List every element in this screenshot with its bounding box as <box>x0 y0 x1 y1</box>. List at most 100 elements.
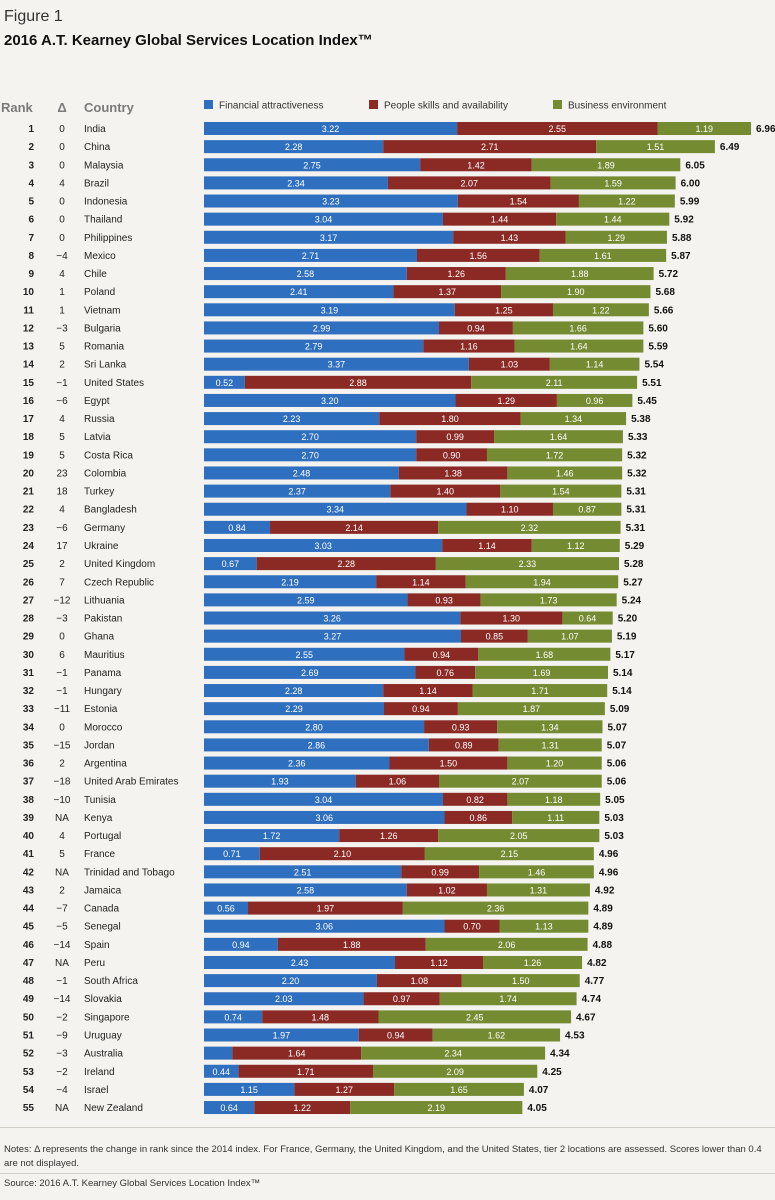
bar-segment-2 <box>417 248 540 262</box>
segment-value-label: 2.43 <box>291 958 309 968</box>
delta-label: 2 <box>59 759 65 770</box>
segment-value-label: 0.90 <box>443 450 461 460</box>
bar-segment-3 <box>552 303 649 317</box>
segment-value-label: 2.48 <box>293 468 311 478</box>
segment-value-label: 1.07 <box>561 632 579 642</box>
segment-value-label: 1.12 <box>567 541 585 551</box>
bar-segment-1 <box>204 321 440 335</box>
segment-value-label: 1.64 <box>288 1049 306 1059</box>
bar-segment-3 <box>479 865 594 879</box>
bar-segment-1 <box>204 1028 359 1042</box>
segment-value-label: 1.65 <box>450 1085 468 1095</box>
bar-segment-1 <box>204 883 407 897</box>
segment-value-label: 1.31 <box>530 885 548 895</box>
bar-segment-1 <box>204 1010 263 1024</box>
total-label: 5.17 <box>615 650 635 661</box>
chart-title: 2016 A.T. Kearney Global Services Locati… <box>4 32 373 49</box>
bar-segment-3 <box>457 702 605 716</box>
bar-segment-2 <box>383 684 473 698</box>
legend-label-2: People skills and availability <box>384 101 508 112</box>
segment-value-label: 0.70 <box>463 922 481 932</box>
segment-value-label: 2.09 <box>446 1067 464 1077</box>
bar-segment-2 <box>376 575 466 589</box>
bar-segment-2 <box>254 1101 351 1115</box>
segment-value-label: 3.06 <box>315 813 333 823</box>
country-label: Portugal <box>84 831 121 842</box>
segment-value-label: 1.34 <box>541 722 559 732</box>
rank-label: 52 <box>23 1049 35 1060</box>
bar-segment-2 <box>294 1082 395 1096</box>
total-label: 6.05 <box>685 160 705 171</box>
bar-segment-2 <box>363 992 440 1006</box>
segment-value-label: 2.86 <box>308 740 326 750</box>
bar-segment-2 <box>270 520 439 534</box>
bar-segment-3 <box>424 847 594 861</box>
bar-segment-3 <box>539 248 667 262</box>
segment-value-label: 0.84 <box>228 523 246 533</box>
rank-label: 33 <box>23 704 35 715</box>
delta-label: −4 <box>56 1085 68 1096</box>
rank-label: 49 <box>23 994 35 1005</box>
delta-label: 0 <box>59 722 65 733</box>
bar-segment-1 <box>204 375 245 389</box>
segment-value-label: 2.19 <box>427 1103 445 1113</box>
country-label: Australia <box>84 1049 123 1060</box>
bar-segment-1 <box>204 430 417 444</box>
rank-label: 9 <box>28 269 34 280</box>
total-label: 4.05 <box>527 1103 547 1114</box>
bar-segment-3 <box>657 122 752 135</box>
segment-value-label: 1.14 <box>419 686 437 696</box>
segment-value-label: 1.15 <box>240 1085 258 1095</box>
segment-value-label: 2.07 <box>461 178 479 188</box>
bar-segment-3 <box>512 810 600 824</box>
total-label: 4.89 <box>593 922 613 933</box>
total-label: 5.03 <box>604 813 624 824</box>
rank-label: 34 <box>23 722 35 733</box>
segment-value-label: 2.10 <box>334 849 352 859</box>
country-label: South Africa <box>84 976 138 987</box>
country-label: Indonesia <box>84 197 128 208</box>
bar-segment-1 <box>204 1046 233 1060</box>
bar-segment-2 <box>460 611 563 625</box>
country-label: Tunisia <box>84 795 116 806</box>
total-label: 5.66 <box>654 305 674 316</box>
total-label: 4.34 <box>550 1049 570 1060</box>
country-label: Bangladesh <box>84 505 137 516</box>
segment-value-label: 2.59 <box>297 595 315 605</box>
segment-value-label: 2.23 <box>283 414 301 424</box>
rank-label: 8 <box>28 251 34 262</box>
total-label: 5.19 <box>617 632 637 643</box>
notes-divider <box>0 1127 775 1128</box>
total-label: 5.38 <box>631 414 651 425</box>
segment-value-label: 2.36 <box>487 904 505 914</box>
bar-segment-2 <box>262 1010 379 1024</box>
bar-segment-2 <box>393 285 502 299</box>
delta-label: −14 <box>54 940 71 951</box>
segment-value-label: 1.44 <box>491 215 509 225</box>
rank-label: 38 <box>23 795 35 806</box>
country-label: Brazil <box>84 178 109 189</box>
segment-value-label: 2.33 <box>519 559 537 569</box>
country-label: France <box>84 849 116 860</box>
country-label: Germany <box>84 523 125 534</box>
total-label: 4.07 <box>529 1085 549 1096</box>
country-label: Chile <box>84 269 107 280</box>
segment-value-label: 1.97 <box>317 904 335 914</box>
country-label: Kenya <box>84 813 113 824</box>
total-label: 5.45 <box>637 396 657 407</box>
country-label: Estonia <box>84 704 118 715</box>
segment-value-label: 1.90 <box>567 287 585 297</box>
rank-label: 32 <box>23 686 35 697</box>
bar-segment-3 <box>478 647 611 661</box>
bar-segment-1 <box>204 647 405 661</box>
segment-value-label: 3.17 <box>320 233 338 243</box>
segment-value-label: 1.42 <box>467 160 485 170</box>
delta-label: NA <box>55 958 69 969</box>
total-label: 5.54 <box>644 360 664 371</box>
bar-segment-1 <box>204 230 454 244</box>
segment-value-label: 1.46 <box>528 867 546 877</box>
bar-segment-1 <box>204 756 390 770</box>
bar-segment-2 <box>358 1028 433 1042</box>
legend-swatch-3 <box>553 100 562 109</box>
bar-segment-1 <box>204 684 384 698</box>
